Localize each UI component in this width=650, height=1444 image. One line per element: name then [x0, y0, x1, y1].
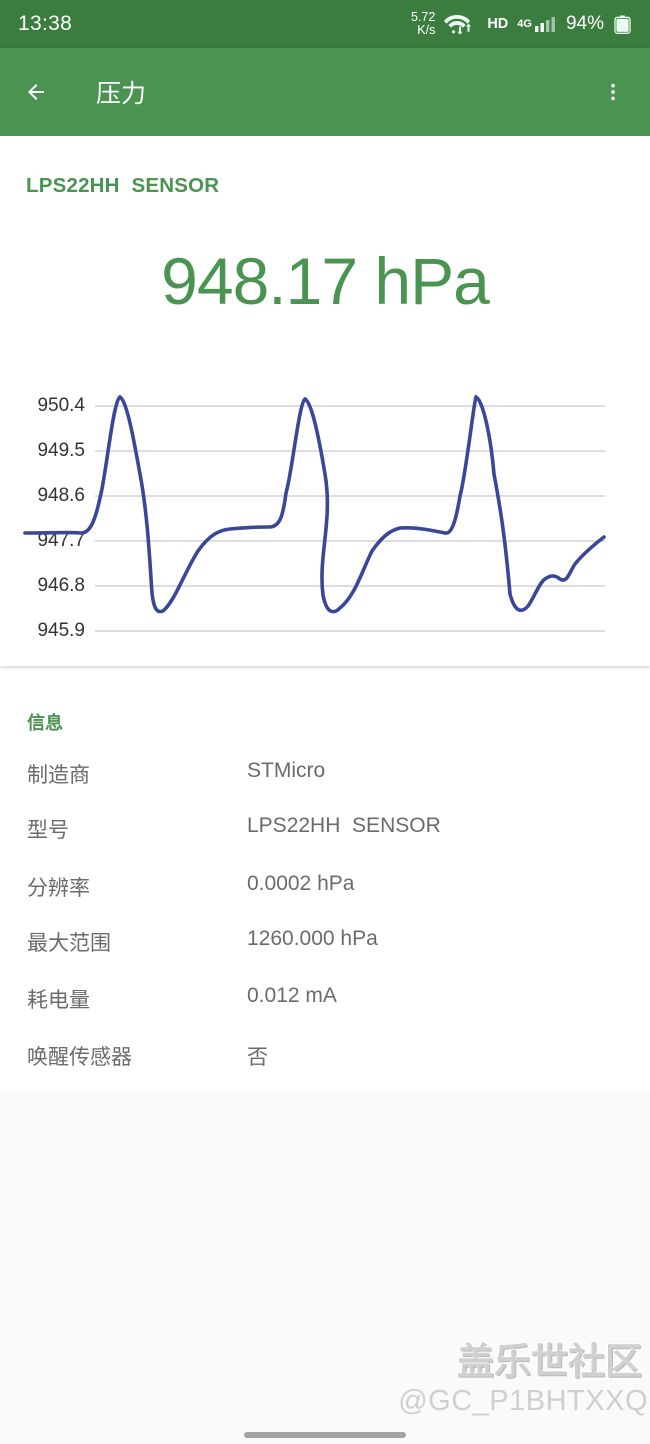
svg-text:950.4: 950.4: [37, 395, 85, 416]
svg-text:949.5: 949.5: [37, 440, 85, 461]
svg-text:946.8: 946.8: [37, 575, 85, 596]
svg-text:948.6: 948.6: [37, 485, 85, 506]
svg-text:945.9: 945.9: [37, 620, 85, 641]
